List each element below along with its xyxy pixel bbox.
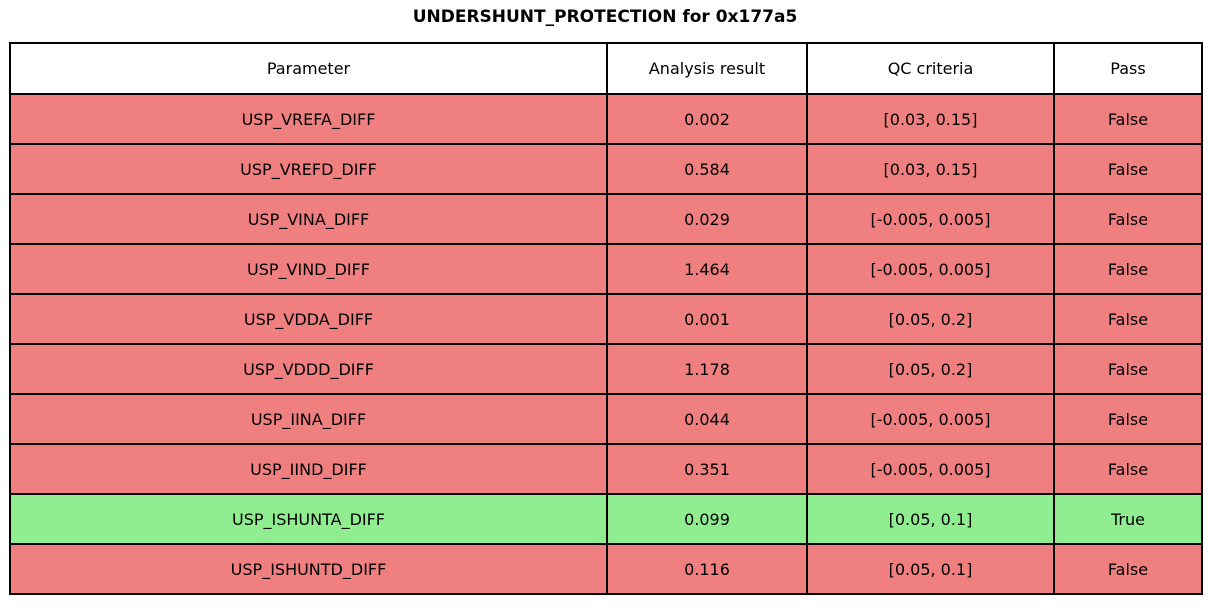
cell-qc-criteria: [-0.005, 0.005]: [806, 243, 1055, 295]
cell-parameter: USP_ISHUNTD_DIFF: [9, 543, 608, 595]
table-row: USP_VDDD_DIFF 1.178 [0.05, 0.2] False: [9, 343, 1203, 395]
header-row: Parameter Analysis result QC criteria Pass: [9, 42, 1203, 95]
cell-pass: False: [1053, 443, 1203, 495]
cell-pass: False: [1053, 543, 1203, 595]
cell-parameter: USP_VREFA_DIFF: [9, 93, 608, 145]
cell-pass: False: [1053, 343, 1203, 395]
cell-parameter: USP_IINA_DIFF: [9, 393, 608, 445]
column-header-pass: Pass: [1053, 42, 1203, 95]
cell-parameter: USP_VDDD_DIFF: [9, 343, 608, 395]
cell-pass: False: [1053, 93, 1203, 145]
table-row: USP_VINA_DIFF 0.029 [-0.005, 0.005] False: [9, 193, 1203, 245]
cell-parameter: USP_VIND_DIFF: [9, 243, 608, 295]
cell-analysis-result: 1.464: [606, 243, 808, 295]
cell-qc-criteria: [-0.005, 0.005]: [806, 443, 1055, 495]
cell-analysis-result: 1.178: [606, 343, 808, 395]
cell-qc-criteria: [-0.005, 0.005]: [806, 393, 1055, 445]
qc-result-table: Parameter Analysis result QC criteria Pass …: [9, 42, 1203, 595]
table-row: USP_ISHUNTD_DIFF 0.116 [0.05, 0.1] False: [9, 543, 1203, 595]
cell-qc-criteria: [-0.005, 0.005]: [806, 193, 1055, 245]
cell-pass: False: [1053, 143, 1203, 195]
cell-parameter: USP_ISHUNTA_DIFF: [9, 493, 608, 545]
cell-qc-criteria: [0.05, 0.2]: [806, 343, 1055, 395]
table-row: USP_VREFA_DIFF 0.002 [0.03, 0.15] False: [9, 93, 1203, 145]
cell-analysis-result: 0.351: [606, 443, 808, 495]
cell-analysis-result: 0.029: [606, 193, 808, 245]
table-row: USP_VIND_DIFF 1.464 [-0.005, 0.005] False: [9, 243, 1203, 295]
cell-qc-criteria: [0.03, 0.15]: [806, 143, 1055, 195]
cell-analysis-result: 0.116: [606, 543, 808, 595]
cell-analysis-result: 0.044: [606, 393, 808, 445]
cell-pass: False: [1053, 243, 1203, 295]
table-row: USP_IINA_DIFF 0.044 [-0.005, 0.005] False: [9, 393, 1203, 445]
table-row: USP_VDDA_DIFF 0.001 [0.05, 0.2] False: [9, 293, 1203, 345]
column-header-parameter: Parameter: [9, 42, 608, 95]
column-header-analysis-result: Analysis result: [606, 42, 808, 95]
cell-parameter: USP_IIND_DIFF: [9, 443, 608, 495]
cell-qc-criteria: [0.03, 0.15]: [806, 93, 1055, 145]
cell-analysis-result: 0.099: [606, 493, 808, 545]
cell-pass: False: [1053, 393, 1203, 445]
table-row: USP_ISHUNTA_DIFF 0.099 [0.05, 0.1] True: [9, 493, 1203, 545]
table-row: USP_VREFD_DIFF 0.584 [0.03, 0.15] False: [9, 143, 1203, 195]
cell-pass: False: [1053, 293, 1203, 345]
cell-pass: True: [1053, 493, 1203, 545]
cell-analysis-result: 0.584: [606, 143, 808, 195]
cell-pass: False: [1053, 193, 1203, 245]
column-header-qc-criteria: QC criteria: [806, 42, 1055, 95]
table-row: USP_IIND_DIFF 0.351 [-0.005, 0.005] False: [9, 443, 1203, 495]
page-title: UNDERSHUNT_PROTECTION for 0x177a5: [412, 7, 798, 27]
cell-parameter: USP_VREFD_DIFF: [9, 143, 608, 195]
cell-analysis-result: 0.002: [606, 93, 808, 145]
cell-qc-criteria: [0.05, 0.1]: [806, 543, 1055, 595]
cell-parameter: USP_VDDA_DIFF: [9, 293, 608, 345]
cell-analysis-result: 0.001: [606, 293, 808, 345]
cell-qc-criteria: [0.05, 0.2]: [806, 293, 1055, 345]
cell-parameter: USP_VINA_DIFF: [9, 193, 608, 245]
cell-qc-criteria: [0.05, 0.1]: [806, 493, 1055, 545]
